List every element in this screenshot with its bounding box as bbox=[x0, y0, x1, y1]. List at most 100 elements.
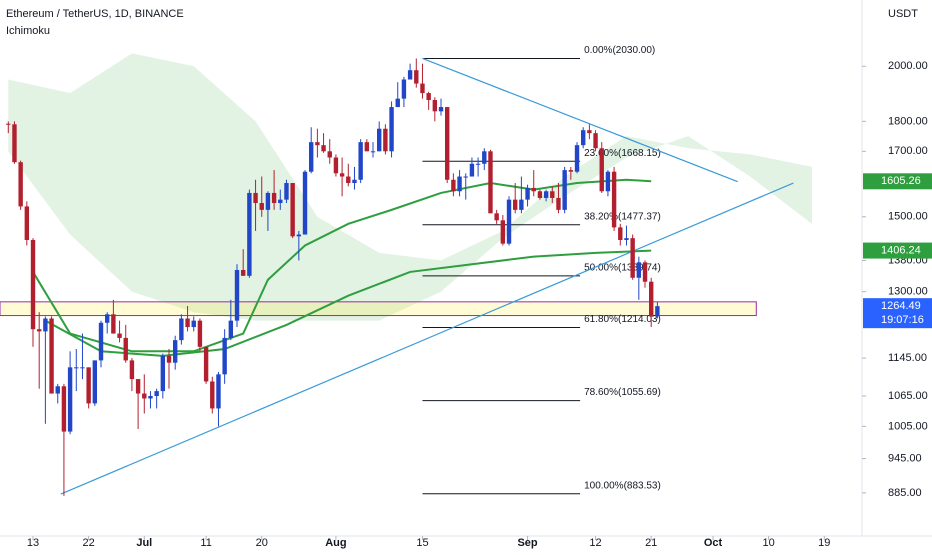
candle-body bbox=[550, 191, 555, 198]
candle-body bbox=[389, 107, 394, 152]
candle-body bbox=[308, 142, 314, 172]
x-tick-label: Aug bbox=[325, 537, 346, 549]
cloud-segment bbox=[193, 66, 256, 321]
candle-body bbox=[333, 157, 339, 174]
candle-body bbox=[488, 151, 493, 214]
fib-label: 23.60%(1668.15) bbox=[584, 148, 661, 159]
candle-body bbox=[432, 100, 438, 112]
fib-label: 50.00%(1339.74) bbox=[584, 263, 661, 274]
trendline bbox=[60, 182, 794, 495]
candle-body bbox=[185, 318, 190, 328]
candle-body bbox=[6, 123, 11, 125]
candle-body bbox=[111, 314, 116, 334]
candle-body bbox=[500, 220, 506, 244]
last-price-tag bbox=[863, 298, 932, 329]
x-tick-label: 10 bbox=[763, 537, 775, 549]
candle-body bbox=[197, 320, 203, 347]
y-tick-label: 885.00 bbox=[888, 487, 922, 499]
support-zone bbox=[0, 301, 757, 317]
candle-body bbox=[92, 360, 98, 404]
x-tick-label: Oct bbox=[704, 537, 723, 549]
candle-body bbox=[346, 176, 351, 184]
y-tick-label: 1300.00 bbox=[888, 286, 928, 298]
candle-body bbox=[222, 337, 227, 375]
candle-body bbox=[43, 318, 48, 332]
candle-body bbox=[24, 206, 30, 240]
candle-body bbox=[630, 238, 635, 278]
candle-body bbox=[463, 176, 468, 178]
candle-body bbox=[191, 320, 196, 328]
candle-body bbox=[525, 187, 530, 200]
x-tick-label: Sep bbox=[517, 537, 537, 549]
candle-body bbox=[86, 367, 91, 404]
candle-body bbox=[129, 360, 135, 380]
x-tick-label: 20 bbox=[256, 537, 268, 549]
candle-body bbox=[444, 107, 450, 180]
candle-body bbox=[537, 191, 543, 198]
candle-body bbox=[67, 367, 73, 432]
candle-body bbox=[475, 163, 481, 165]
chart-title: Ethereum / TetherUS, 1D, BINANCE bbox=[6, 8, 184, 20]
candle-body bbox=[327, 151, 332, 158]
candle-body bbox=[364, 142, 370, 152]
candle-body bbox=[278, 199, 283, 204]
countdown: 19:07:16 bbox=[881, 314, 924, 326]
cloud-segment bbox=[626, 136, 689, 158]
x-tick-label: 19 bbox=[818, 537, 830, 549]
candle-body bbox=[18, 162, 23, 207]
candle-body bbox=[290, 183, 295, 237]
candle-body bbox=[426, 93, 431, 101]
candle-body bbox=[154, 391, 159, 397]
fib-label: 38.20%(1477.37) bbox=[584, 211, 661, 222]
fib-label: 0.00%(2030.00) bbox=[584, 45, 655, 56]
candle-body bbox=[580, 130, 586, 146]
candle-body bbox=[74, 367, 79, 369]
candle-body bbox=[55, 386, 60, 394]
candle-body bbox=[420, 83, 425, 94]
candle-body bbox=[438, 107, 444, 112]
y-tick-label: 945.00 bbox=[888, 452, 922, 464]
fib-label: 78.60%(1055.69) bbox=[584, 387, 661, 398]
fib-label: 100.00%(883.53) bbox=[584, 480, 661, 491]
candle-body bbox=[321, 145, 326, 152]
candle-body bbox=[49, 318, 54, 394]
candle-body bbox=[210, 381, 215, 409]
cloud-segment bbox=[317, 216, 380, 321]
candle-body bbox=[512, 199, 518, 210]
candle-body bbox=[296, 234, 302, 237]
candle-body bbox=[12, 124, 17, 163]
candle-body bbox=[61, 386, 67, 432]
candle-body bbox=[148, 396, 153, 399]
candle-body bbox=[135, 379, 141, 394]
candle-body bbox=[636, 262, 642, 278]
line-price-tag bbox=[863, 173, 932, 190]
candle-body bbox=[315, 142, 320, 146]
last-price-label: 1264.49 bbox=[881, 300, 921, 312]
candle-body bbox=[599, 148, 604, 192]
candle-body bbox=[605, 171, 611, 192]
candle-body bbox=[240, 269, 246, 276]
x-tick-label: 22 bbox=[83, 537, 95, 549]
candle-body bbox=[284, 183, 289, 200]
candle-body bbox=[302, 171, 308, 235]
candle-body bbox=[383, 128, 388, 152]
candle-body bbox=[370, 151, 376, 153]
candle-body bbox=[562, 170, 567, 210]
line-price-tag bbox=[863, 242, 932, 259]
candle-body bbox=[494, 213, 499, 221]
candle-body bbox=[457, 176, 462, 192]
candle-body bbox=[568, 170, 574, 172]
cloud-segment bbox=[8, 79, 71, 235]
candle-body bbox=[574, 145, 580, 172]
candle-body bbox=[376, 128, 382, 152]
candle-body bbox=[414, 70, 419, 84]
candle-body bbox=[407, 70, 413, 80]
y-tick-label: 1700.00 bbox=[888, 145, 928, 157]
candle-body bbox=[587, 130, 592, 134]
line-price-label: 1406.24 bbox=[881, 244, 921, 256]
fib-label: 61.80%(1214.03) bbox=[584, 314, 661, 325]
candle-body bbox=[624, 238, 629, 240]
candle-body bbox=[80, 367, 85, 369]
candle-body bbox=[648, 281, 654, 317]
